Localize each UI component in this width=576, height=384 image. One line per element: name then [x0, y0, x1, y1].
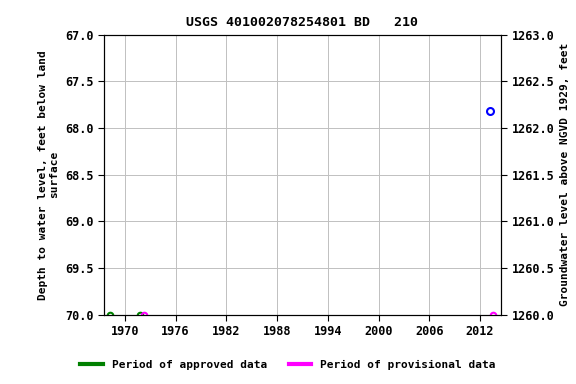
Y-axis label: Groundwater level above NGVD 1929, feet: Groundwater level above NGVD 1929, feet	[560, 43, 570, 306]
Legend: Period of approved data, Period of provisional data: Period of approved data, Period of provi…	[76, 356, 500, 375]
Title: USGS 401002078254801 BD   210: USGS 401002078254801 BD 210	[187, 16, 418, 29]
Y-axis label: Depth to water level, feet below land
surface: Depth to water level, feet below land su…	[37, 50, 59, 300]
